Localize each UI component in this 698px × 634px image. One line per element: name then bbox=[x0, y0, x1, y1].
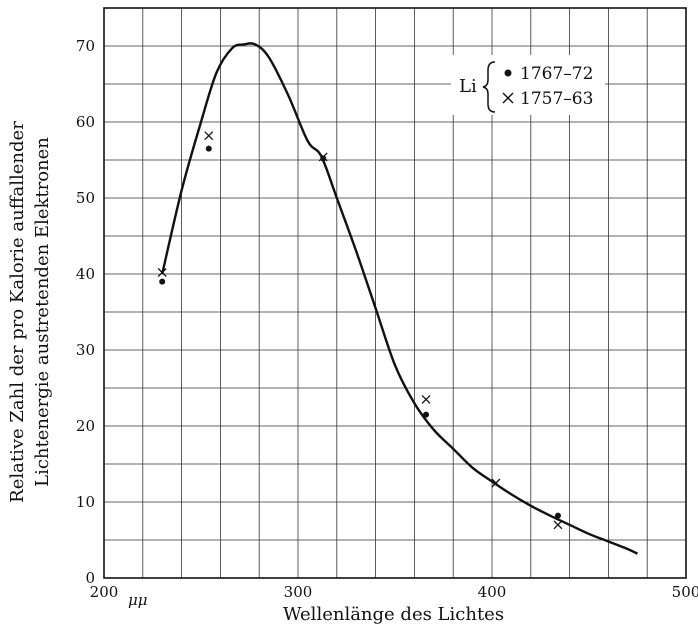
y-axis-label-group: Relative Zahl der pro Kalorie auffallend… bbox=[7, 121, 28, 503]
legend-brace bbox=[482, 61, 496, 113]
legend-label-cross: 1757–63 bbox=[520, 89, 593, 109]
x-tick-label: 500 bbox=[672, 583, 698, 601]
x-axis-label: Wellenlänge des Lichtes bbox=[283, 604, 504, 625]
x-tick-label: 300 bbox=[284, 583, 313, 601]
y-tick-label: 60 bbox=[76, 113, 95, 131]
legend-label-dot: 1767–72 bbox=[520, 64, 593, 84]
x-tick-label: 200 bbox=[90, 583, 119, 601]
data-point-dot bbox=[320, 155, 327, 162]
data-point-cross bbox=[491, 478, 501, 488]
legend-background bbox=[451, 55, 605, 115]
data-points-layer bbox=[157, 131, 563, 530]
y-axis-label-2-group: Lichtenergie austretenden Elektronen bbox=[32, 137, 53, 487]
data-point-dot bbox=[159, 278, 166, 285]
data-point-dot bbox=[205, 145, 212, 152]
fitted-curve bbox=[161, 42, 639, 555]
legend-cross-marker bbox=[502, 92, 514, 104]
data-point-cross bbox=[553, 520, 563, 530]
y-axis-label-2: Lichtenergie austretenden Elektronen bbox=[32, 137, 53, 487]
legend: Li 1767–72 1757–63 bbox=[451, 55, 605, 115]
y-axis-label: Relative Zahl der pro Kalorie auffallend… bbox=[7, 121, 28, 503]
y-tick-label: 50 bbox=[76, 189, 95, 207]
legend-dot-marker bbox=[504, 69, 512, 77]
x-axis-unit-label: μμ bbox=[128, 591, 148, 609]
plot-frame bbox=[103, 7, 687, 579]
data-point-cross bbox=[318, 152, 328, 162]
data-point-dot bbox=[423, 411, 430, 418]
fitted-curve-layer bbox=[161, 42, 639, 555]
x-tick-label: 400 bbox=[478, 583, 507, 601]
y-tick-label: 20 bbox=[76, 417, 95, 435]
data-point-cross bbox=[204, 131, 214, 141]
tick-labels-layer: 200 300 400 500 0 10 20 30 40 50 60 70 bbox=[76, 37, 698, 601]
y-tick-label: 0 bbox=[85, 569, 95, 587]
legend-prefix: Li bbox=[459, 76, 477, 97]
data-point-dot bbox=[554, 512, 561, 519]
y-tick-label: 30 bbox=[76, 341, 95, 359]
y-tick-label: 40 bbox=[76, 265, 95, 283]
y-tick-label: 10 bbox=[76, 493, 95, 511]
y-tick-label: 70 bbox=[76, 37, 95, 55]
data-point-cross bbox=[157, 268, 167, 277]
data-point-cross bbox=[421, 394, 431, 404]
